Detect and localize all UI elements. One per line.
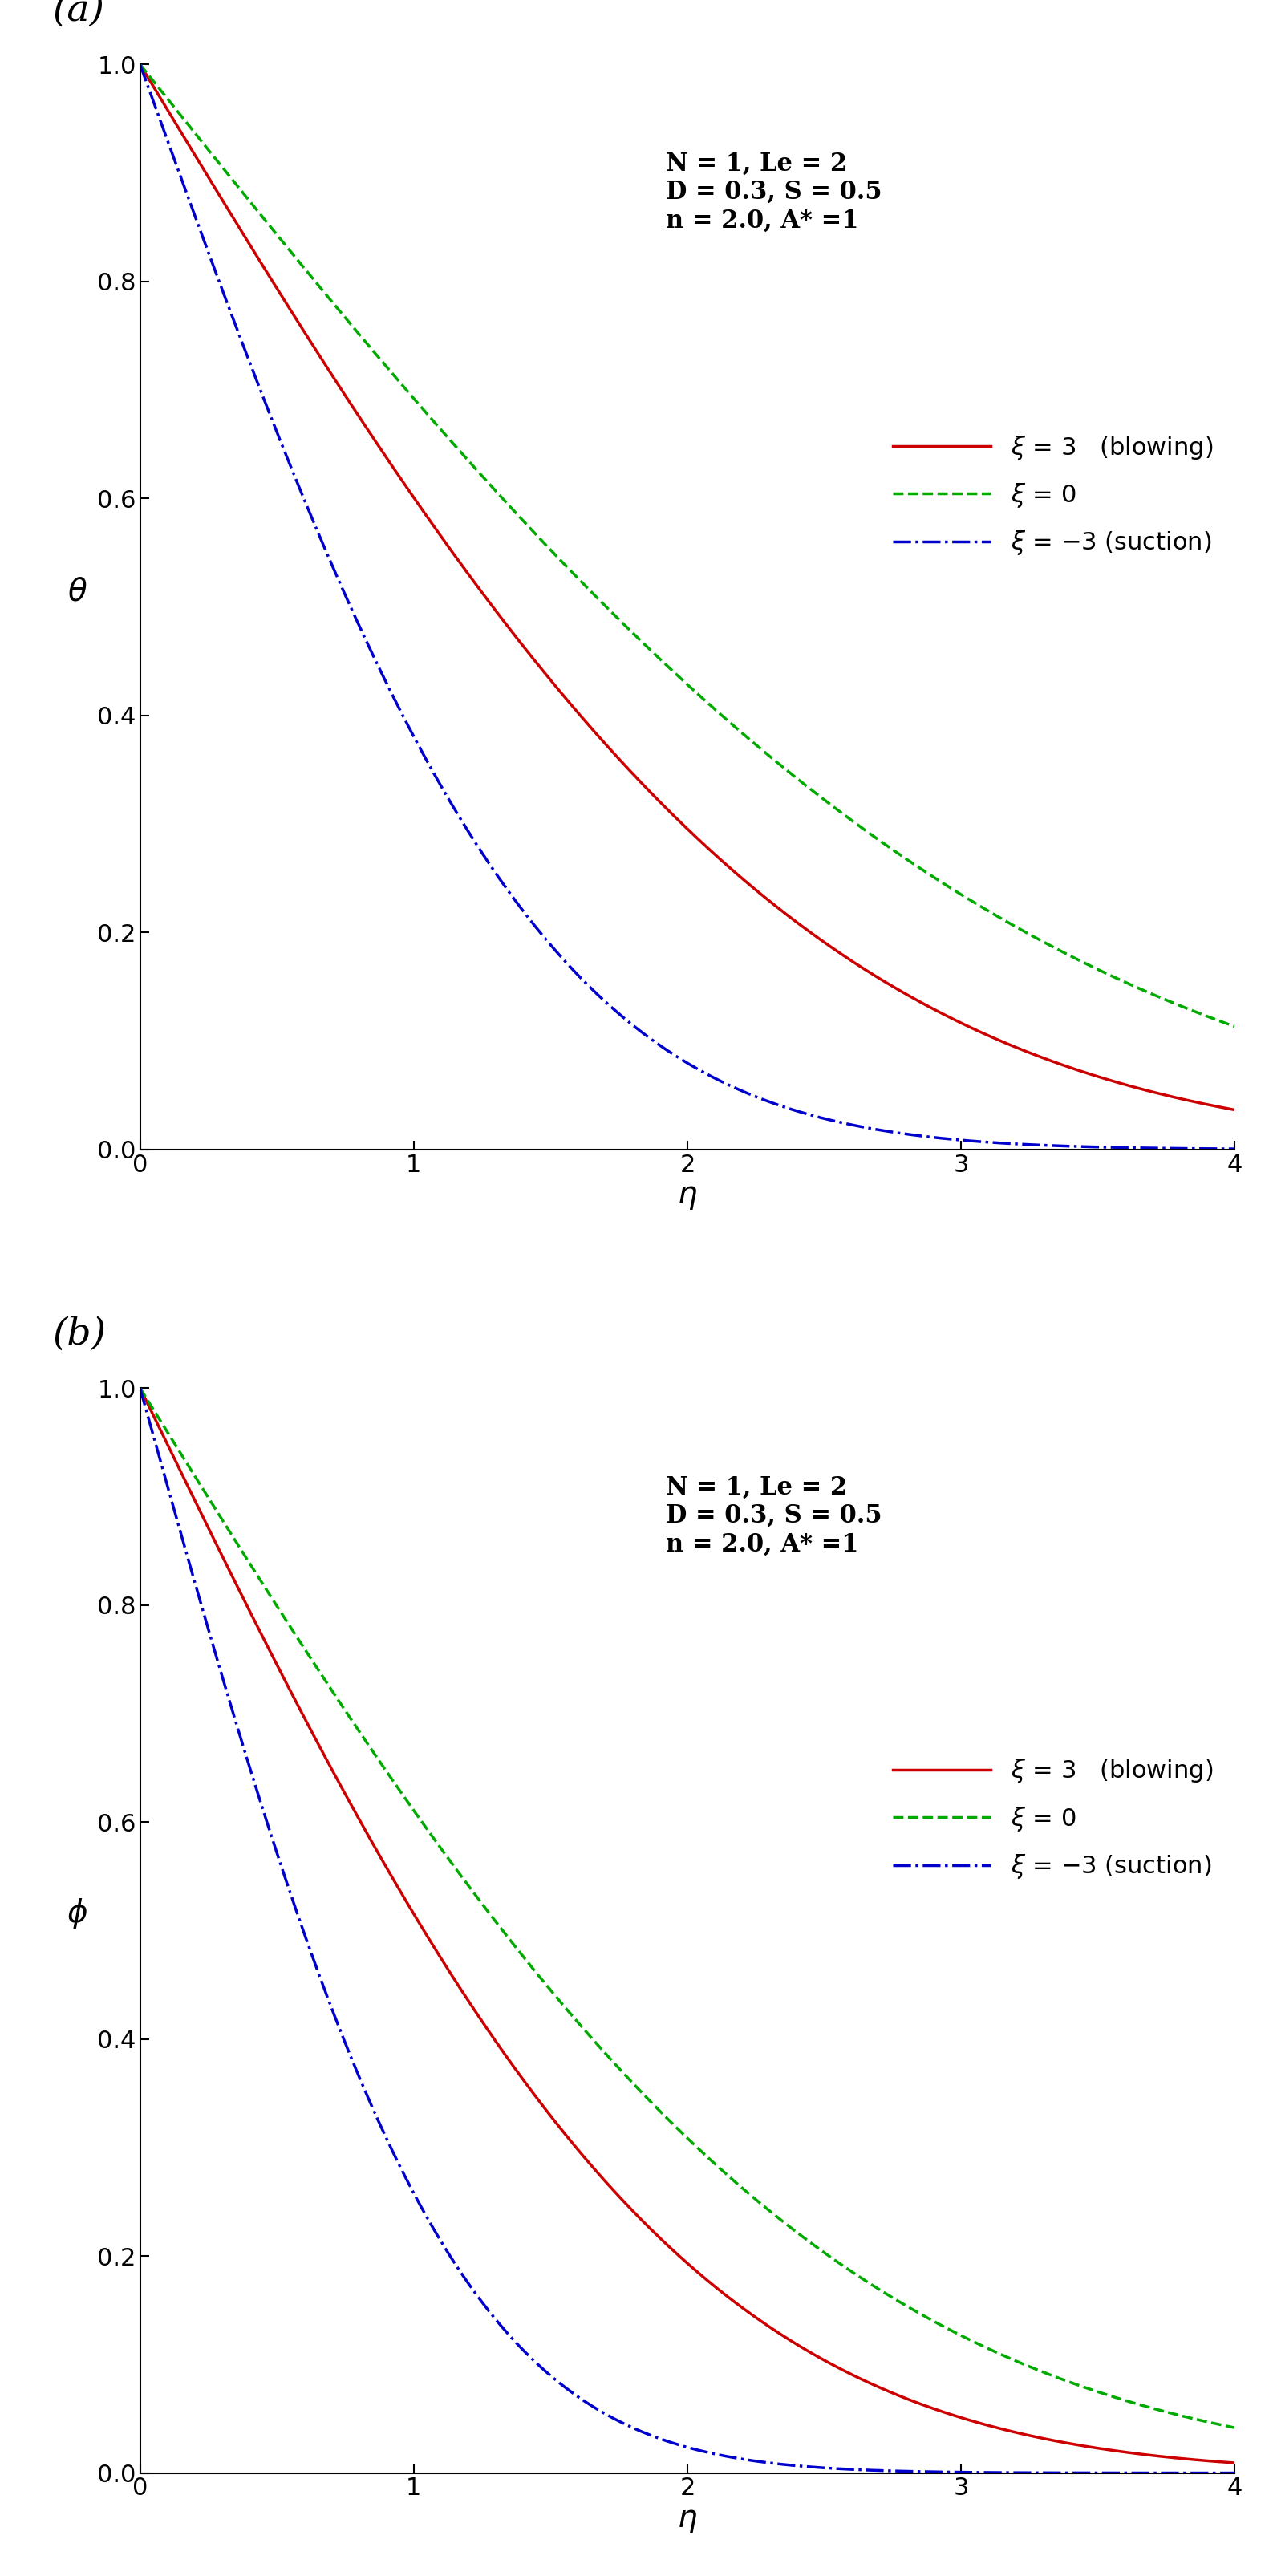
Y-axis label: $\theta$: $\theta$ [67,577,88,608]
X-axis label: $\eta$: $\eta$ [677,2504,698,2535]
Legend: $\xi$ = 3   (blowing), $\xi$ = 0, $\xi$ = $-$3 (suction): $\xi$ = 3 (blowing), $\xi$ = 0, $\xi$ = … [883,425,1222,567]
Text: (a): (a) [52,0,104,28]
Text: (b): (b) [52,1316,106,1352]
Legend: $\xi$ = 3   (blowing), $\xi$ = 0, $\xi$ = $-$3 (suction): $\xi$ = 3 (blowing), $\xi$ = 0, $\xi$ = … [883,1747,1222,1891]
Text: N = 1, Le = 2
D = 0.3, S = 0.5
n = 2.0, A* =1: N = 1, Le = 2 D = 0.3, S = 0.5 n = 2.0, … [666,152,882,234]
X-axis label: $\eta$: $\eta$ [677,1180,698,1211]
Text: N = 1, Le = 2
D = 0.3, S = 0.5
n = 2.0, A* =1: N = 1, Le = 2 D = 0.3, S = 0.5 n = 2.0, … [666,1476,882,1556]
Y-axis label: $\phi$: $\phi$ [66,1896,88,1929]
